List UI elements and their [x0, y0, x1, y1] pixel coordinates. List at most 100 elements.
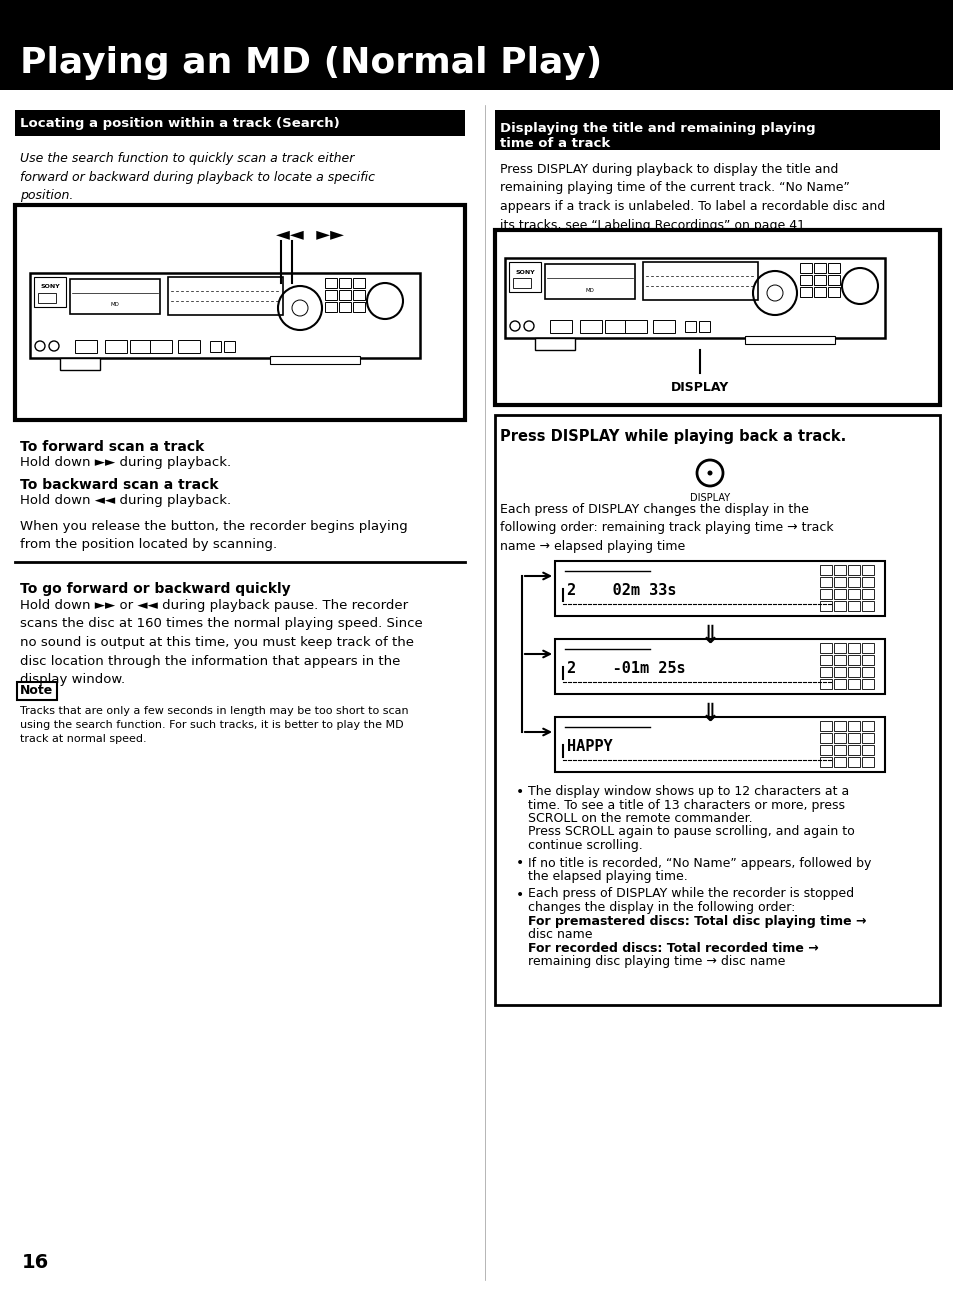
Bar	[862, 721, 873, 730]
Text: disc name: disc name	[527, 928, 592, 941]
Bar	[820, 721, 831, 730]
Bar	[820, 733, 831, 743]
Bar	[820, 565, 831, 575]
Bar	[847, 589, 859, 599]
Text: time of a track: time of a track	[499, 137, 610, 150]
Bar	[0, 0, 953, 90]
Text: Press DISPLAY while playing back a track.: Press DISPLAY while playing back a track…	[499, 428, 845, 444]
Text: SONY: SONY	[515, 270, 535, 275]
Bar	[105, 340, 127, 353]
Bar	[833, 745, 845, 755]
Text: Press SCROLL again to pause scrolling, and again to: Press SCROLL again to pause scrolling, a…	[527, 825, 854, 838]
Bar	[847, 721, 859, 730]
Bar	[513, 279, 531, 288]
Bar	[820, 577, 831, 587]
Bar	[555, 639, 884, 694]
Bar	[684, 322, 696, 332]
Bar	[34, 277, 66, 307]
Bar	[15, 109, 464, 135]
Bar	[535, 339, 575, 350]
Text: Hold down ►► or ◄◄ during playback pause. The recorder
scans the disc at 160 tim: Hold down ►► or ◄◄ during playback pause…	[20, 599, 422, 686]
Bar	[325, 290, 336, 299]
Bar	[820, 602, 831, 611]
Bar	[833, 667, 845, 677]
Bar	[495, 415, 939, 1005]
Bar	[820, 745, 831, 755]
Bar	[847, 643, 859, 654]
Bar	[70, 279, 160, 314]
Text: continue scrolling.: continue scrolling.	[527, 838, 642, 852]
Bar	[813, 263, 825, 273]
Bar	[353, 279, 365, 288]
Bar	[338, 290, 351, 299]
Text: time. To see a title of 13 characters or more, press: time. To see a title of 13 characters or…	[527, 798, 844, 811]
Text: DISPLAY: DISPLAY	[670, 381, 728, 395]
Text: Locating a position within a track (Search): Locating a position within a track (Sear…	[20, 116, 339, 129]
Bar	[699, 322, 709, 332]
Text: To forward scan a track: To forward scan a track	[20, 440, 204, 454]
Bar	[862, 602, 873, 611]
Text: HAPPY: HAPPY	[566, 740, 612, 754]
Bar	[338, 279, 351, 288]
Bar	[544, 264, 635, 299]
Text: To backward scan a track: To backward scan a track	[20, 478, 218, 492]
Bar	[847, 577, 859, 587]
Text: 2    02m 33s: 2 02m 33s	[566, 583, 676, 598]
Text: Note: Note	[20, 685, 53, 698]
Bar	[624, 320, 646, 333]
Bar	[555, 717, 884, 772]
Bar	[642, 262, 758, 299]
Text: To go forward or backward quickly: To go forward or backward quickly	[20, 582, 291, 596]
Text: the elapsed playing time.: the elapsed playing time.	[527, 870, 687, 883]
Bar	[862, 589, 873, 599]
Text: 16: 16	[22, 1253, 50, 1272]
Bar	[847, 756, 859, 767]
Bar	[820, 589, 831, 599]
Text: MD: MD	[111, 302, 119, 307]
Bar	[847, 733, 859, 743]
Bar	[862, 577, 873, 587]
Bar	[353, 290, 365, 299]
Text: For recorded discs: Total recorded time →: For recorded discs: Total recorded time …	[527, 941, 818, 954]
Bar	[862, 565, 873, 575]
Bar	[652, 320, 675, 333]
Text: ⇓: ⇓	[699, 624, 720, 648]
Bar	[495, 230, 939, 405]
Bar	[862, 680, 873, 689]
Bar	[60, 358, 100, 370]
Bar	[820, 667, 831, 677]
Text: Playing an MD (Normal Play): Playing an MD (Normal Play)	[20, 46, 601, 79]
Bar	[270, 355, 359, 365]
Bar	[30, 273, 419, 358]
Bar	[820, 756, 831, 767]
Bar	[847, 655, 859, 665]
Text: For premastered discs: Total disc playing time →: For premastered discs: Total disc playin…	[527, 914, 865, 927]
Bar	[833, 577, 845, 587]
Bar	[833, 589, 845, 599]
Bar	[168, 277, 283, 315]
Bar	[833, 655, 845, 665]
Text: Each press of DISPLAY while the recorder is stopped: Each press of DISPLAY while the recorder…	[527, 888, 853, 901]
Bar	[224, 341, 234, 352]
Bar	[847, 745, 859, 755]
Bar	[495, 109, 939, 150]
Bar	[847, 667, 859, 677]
Text: •: •	[516, 857, 524, 871]
Text: Tracks that are only a few seconds in length may be too short to scan
using the : Tracks that are only a few seconds in le…	[20, 706, 408, 743]
Text: Displaying the title and remaining playing: Displaying the title and remaining playi…	[499, 122, 815, 135]
Bar	[15, 204, 464, 421]
Bar	[813, 275, 825, 285]
Bar	[338, 302, 351, 312]
Bar	[178, 340, 200, 353]
Text: If no title is recorded, “No Name” appears, followed by: If no title is recorded, “No Name” appea…	[527, 857, 870, 870]
Text: Each press of DISPLAY changes the display in the
following order: remaining trac: Each press of DISPLAY changes the displa…	[499, 503, 833, 553]
Bar	[827, 263, 840, 273]
Bar	[847, 565, 859, 575]
Bar	[862, 643, 873, 654]
Text: ◄◄  ►►: ◄◄ ►►	[275, 227, 344, 243]
Text: Press DISPLAY during playback to display the title and
remaining playing time of: Press DISPLAY during playback to display…	[499, 163, 884, 232]
Bar	[130, 340, 152, 353]
Bar	[833, 565, 845, 575]
Bar	[833, 643, 845, 654]
Bar	[579, 320, 601, 333]
